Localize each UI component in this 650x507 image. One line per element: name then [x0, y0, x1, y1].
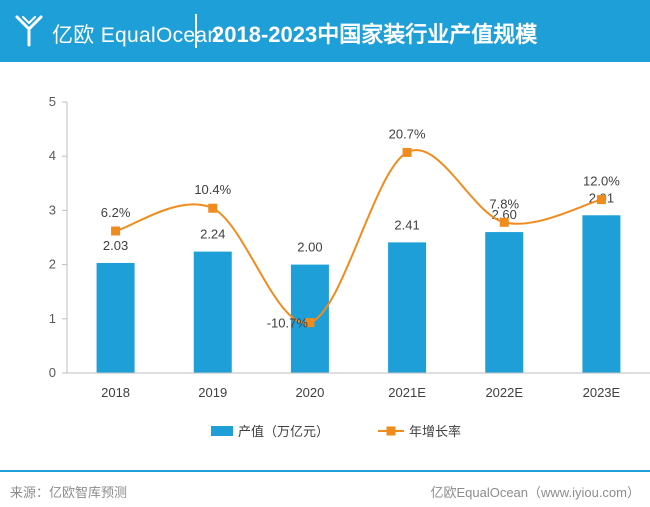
bar [388, 242, 427, 373]
y-tick-label: 2 [49, 257, 56, 272]
growth-marker [305, 318, 315, 328]
legend-bar-label: 产值（万亿元） [238, 424, 329, 439]
growth-marker [402, 147, 412, 157]
brand-name: 亿欧 EqualOcean [52, 24, 220, 47]
header-divider [195, 14, 197, 48]
growth-marker [596, 195, 606, 205]
header-bar: 亿欧 EqualOcean 2018-2023中国家装行业产值规模 [0, 0, 650, 62]
x-tick-label: 2020 [295, 385, 324, 400]
line-labels: 6.2% 10.4% -10.7% 20.7% 7.8% 12.0% [101, 126, 621, 330]
growth-value-label: 7.8% [489, 196, 519, 211]
equalocean-logo-icon [15, 15, 43, 47]
growth-value-label: 20.7% [389, 126, 426, 141]
x-tick-label: 2023E [583, 385, 621, 400]
y-axis: 0 1 2 3 4 5 [49, 94, 68, 380]
x-tick-label: 2018 [101, 385, 130, 400]
bar-value-label: 2.00 [297, 240, 322, 255]
bar-value-label: 2.41 [394, 217, 419, 232]
growth-value-label: 10.4% [194, 182, 231, 197]
growth-value-label: -10.7% [267, 316, 309, 331]
x-tick-label: 2019 [198, 385, 227, 400]
bar [485, 232, 524, 373]
source-note: 来源：亿欧智库预测 [10, 485, 128, 500]
bar [96, 262, 135, 373]
legend-line-label: 年增长率 [409, 424, 461, 439]
legend-line-marker [386, 426, 396, 436]
y-tick-label: 4 [49, 148, 56, 163]
y-tick-label: 3 [49, 202, 56, 217]
bar-value-label: 2.24 [200, 227, 225, 242]
y-tick-label: 5 [49, 94, 56, 109]
bar [582, 215, 621, 373]
line-series [111, 147, 606, 328]
bar-value-label: 2.03 [103, 238, 128, 253]
legend-bar-swatch [211, 426, 233, 436]
page-title: 2018-2023中国家装行业产值规模 [212, 22, 538, 47]
footer-divider [0, 470, 650, 472]
growth-line [115, 149, 602, 324]
legend: 产值（万亿元） 年增长率 [211, 424, 461, 439]
growth-marker [208, 203, 218, 213]
bar [193, 251, 232, 373]
x-tick-label: 2022E [485, 385, 523, 400]
growth-value-label: 6.2% [101, 205, 131, 220]
y-tick-label: 0 [49, 365, 56, 380]
growth-marker [111, 226, 121, 236]
growth-marker [499, 217, 509, 227]
x-tick-label: 2021E [388, 385, 426, 400]
x-axis: 2018 2019 2020 2021E 2022E 2023E [67, 372, 650, 400]
bar-value-label: 2.60 [492, 207, 517, 222]
growth-value-label: 12.0% [583, 174, 620, 189]
bar-labels: 2.032.242.002.412.602.91 [103, 190, 614, 254]
bar-series [96, 215, 621, 373]
y-tick-label: 1 [49, 311, 56, 326]
credit-note: 亿欧EqualOcean（www.iyiou.com） [430, 485, 640, 500]
